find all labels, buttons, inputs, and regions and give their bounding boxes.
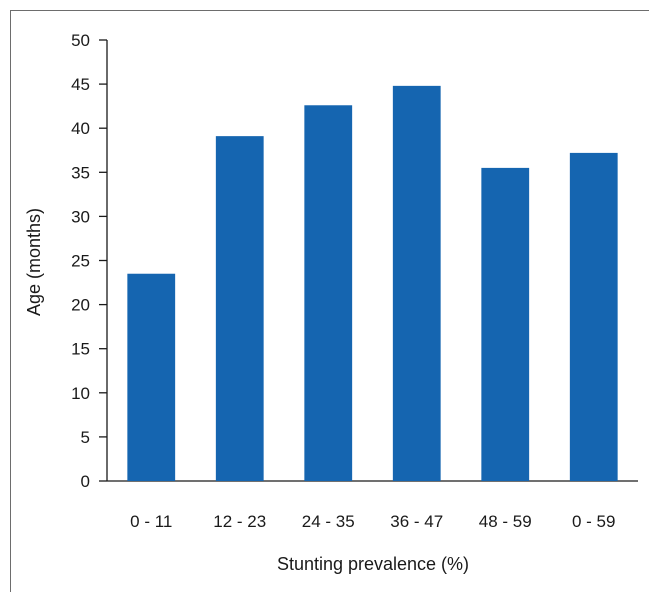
y-tick-label: 50 xyxy=(71,31,90,50)
y-tick-label: 5 xyxy=(81,428,90,447)
y-tick-label: 45 xyxy=(71,75,90,94)
bar xyxy=(481,167,530,481)
bar xyxy=(392,85,441,481)
y-axis: 0 5 10 15 20 25 30 35 40 45 50 xyxy=(71,31,108,491)
y-tick-label: 35 xyxy=(71,163,90,182)
x-tick-label: 12 - 23 xyxy=(213,512,266,531)
x-tick-label: 36 - 47 xyxy=(390,512,443,531)
bars xyxy=(127,85,618,481)
x-axis-title: Stunting prevalence (%) xyxy=(277,554,469,574)
y-tick-label: 25 xyxy=(71,252,90,271)
y-tick-label: 15 xyxy=(71,340,90,359)
y-tick-label: 30 xyxy=(71,207,90,226)
x-tick-label: 24 - 35 xyxy=(302,512,355,531)
bar xyxy=(304,105,353,481)
bar xyxy=(127,273,176,481)
y-tick-label: 20 xyxy=(71,296,90,315)
y-tick-label: 10 xyxy=(71,384,90,403)
chart-frame xyxy=(10,10,649,592)
y-axis-title: Age (months) xyxy=(24,208,44,316)
bar xyxy=(569,152,618,481)
bar xyxy=(215,136,264,481)
y-tick-label: 40 xyxy=(71,119,90,138)
x-tick-label: 48 - 59 xyxy=(479,512,532,531)
x-axis: 0 - 11 12 - 23 24 - 35 36 - 47 48 - 59 0 - 59 xyxy=(107,480,638,531)
y-tick-label: 0 xyxy=(81,472,90,491)
x-tick-label: 0 - 59 xyxy=(572,512,615,531)
x-tick-label: 0 - 11 xyxy=(130,512,172,531)
